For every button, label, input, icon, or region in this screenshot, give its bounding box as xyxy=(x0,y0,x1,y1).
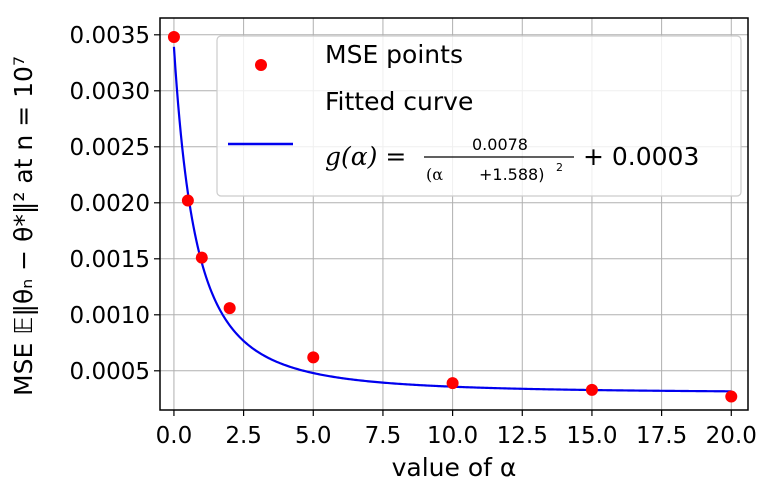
y-tick-label: 0.0005 xyxy=(70,359,150,385)
plot-frame xyxy=(159,17,749,411)
y-tick-label: 0.0020 xyxy=(70,191,150,217)
legend-label-mse-points: MSE points xyxy=(325,40,463,69)
legend-box xyxy=(216,35,742,197)
mse-point xyxy=(181,194,194,207)
legend-marker-mse-points xyxy=(255,59,267,71)
y-axis-ticks: 0.0005 0.0010 0.0015 0.0020 0.0025 0.0030 0.00… xyxy=(70,23,160,385)
formula-exponent: 2 xyxy=(556,161,563,174)
y-tick-label: 0.0015 xyxy=(70,247,150,273)
x-tick-label: 5.0 xyxy=(295,423,332,449)
mse-point xyxy=(446,377,459,390)
legend-label-fitted-curve: Fitted curve xyxy=(325,87,473,116)
x-axis-ticks: 0.0 2.5 5.0 7.5 10.0 12.5 15.0 17.5 20.0 xyxy=(156,410,757,449)
x-tick-label: 10.0 xyxy=(427,423,478,449)
y-tick-label: 0.0010 xyxy=(70,303,150,329)
y-axis-label: MSE 𝔼‖θₙ − θ*‖² at n = 10⁷ xyxy=(9,56,38,396)
x-tick-label: 7.5 xyxy=(365,423,402,449)
x-tick-label: 2.5 xyxy=(225,423,262,449)
mse-point xyxy=(167,31,180,44)
x-tick-label: 20.0 xyxy=(706,423,757,449)
x-tick-label: 0.0 xyxy=(156,423,193,449)
mse-point xyxy=(307,351,320,364)
x-tick-label: 17.5 xyxy=(636,423,687,449)
legend: MSE points Fitted curve g(α) = 0.0078 (α… xyxy=(216,35,742,197)
formula-lhs: g(α) = xyxy=(325,142,406,171)
x-tick-label: 15.0 xyxy=(566,423,617,449)
formula-tail: + 0.0003 xyxy=(583,142,699,171)
mse-point xyxy=(223,302,236,315)
mse-point xyxy=(585,383,598,396)
mse-point xyxy=(195,251,208,264)
y-tick-label: 0.0025 xyxy=(70,135,150,161)
mse-point xyxy=(725,390,738,403)
formula-numerator: 0.0078 xyxy=(472,135,528,154)
legend-formula: g(α) = 0.0078 (α +1.588) 2 + 0.0003 xyxy=(325,135,699,184)
y-tick-label: 0.0030 xyxy=(70,79,150,105)
mse-points-layer xyxy=(167,31,738,403)
formula-denominator-right: +1.588) xyxy=(479,165,544,184)
x-axis-label: value of α xyxy=(392,453,517,482)
formula-denominator-left: (α xyxy=(426,165,443,184)
x-tick-label: 12.5 xyxy=(497,423,548,449)
y-tick-label: 0.0035 xyxy=(70,23,150,49)
